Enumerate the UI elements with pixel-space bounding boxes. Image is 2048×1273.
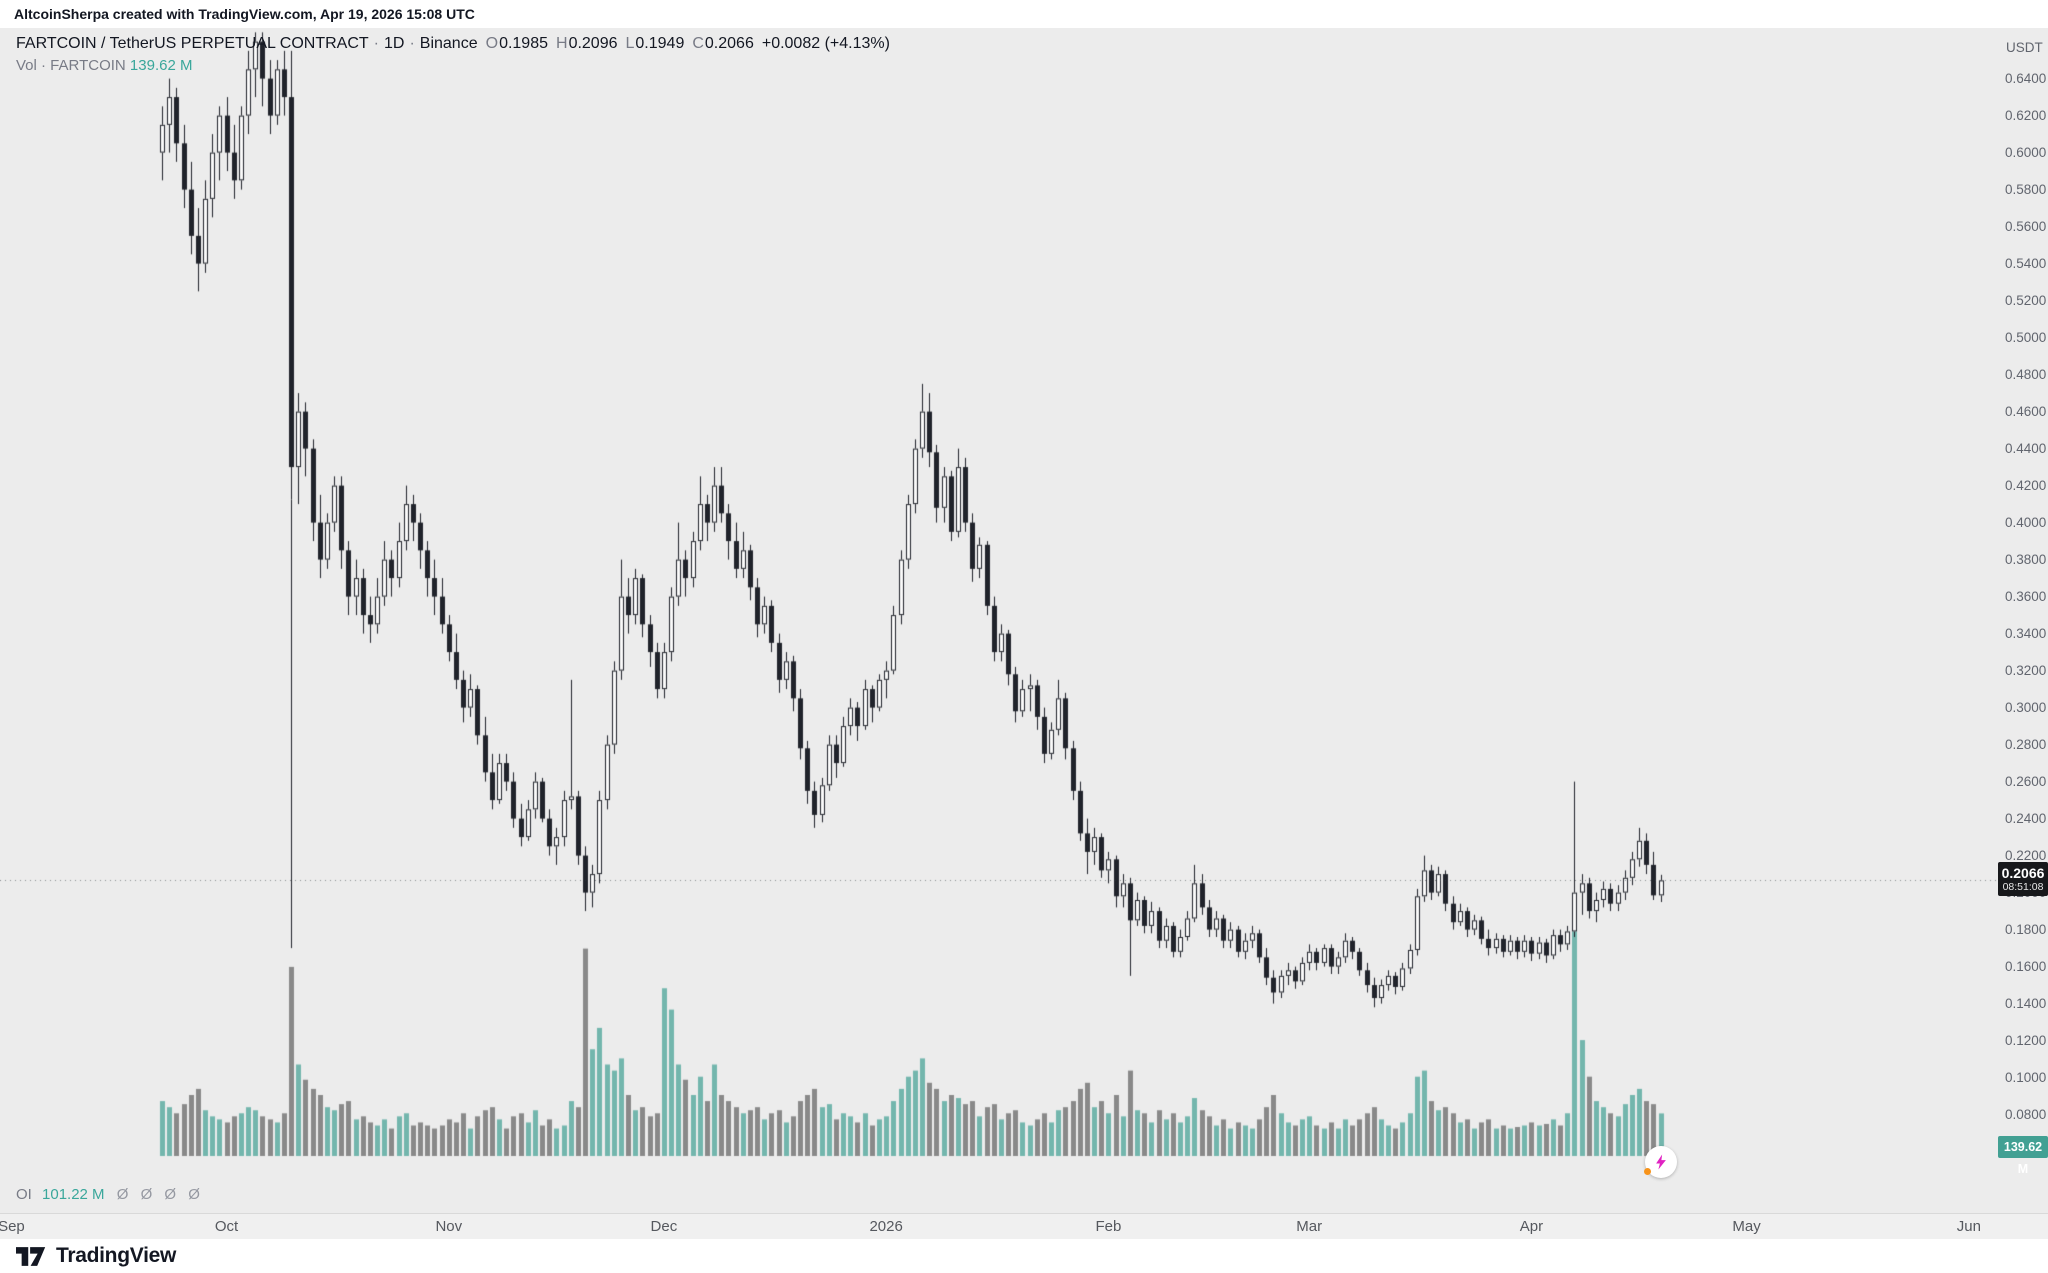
currency-label: USDT <box>2006 40 2043 55</box>
oi-label[interactable]: OI <box>16 1186 32 1203</box>
chart-legend: FARTCOIN / TetherUS PERPETUAL CONTRACT · 1… <box>16 33 890 76</box>
price-tick: 0.4000 <box>2005 514 2047 530</box>
high-pair: H0.2096 <box>556 35 618 52</box>
low-pair: L0.1949 <box>625 35 685 52</box>
price-tick: 0.1600 <box>2005 958 2047 974</box>
interval-label[interactable]: 1D <box>384 35 405 52</box>
close-pair: C0.2066 <box>692 35 754 52</box>
price-tick: 0.3000 <box>2005 699 2047 715</box>
time-axis-month-label: Jun <box>1956 1218 1981 1235</box>
price-tick: 0.1800 <box>2005 921 2047 937</box>
price-tick: 0.4800 <box>2005 366 2047 382</box>
time-axis-month-label: 2026 <box>869 1218 903 1235</box>
price-tick: 0.5000 <box>2005 329 2047 345</box>
symbol-title[interactable]: FARTCOIN / TetherUS PERPETUAL CONTRACT <box>16 35 369 52</box>
price-tick: 0.2200 <box>2005 847 2047 863</box>
volume-legend-row: Vol · FARTCOIN 139.62 M <box>16 56 890 76</box>
time-axis[interactable]: Sep Oct Nov Dec 2026 Feb Mar Apr May Jun <box>0 1213 2048 1239</box>
high-value: 0.2096 <box>568 35 618 52</box>
lightning-bolt-icon <box>1656 1154 1666 1170</box>
price-tick: 0.1000 <box>2005 1069 2047 1085</box>
volume-legend-value: 139.62 M <box>129 57 193 74</box>
price-tick: 0.5400 <box>2005 255 2047 271</box>
price-tick: 0.1400 <box>2005 995 2047 1011</box>
price-tick: 0.6200 <box>2005 107 2047 123</box>
price-tick: 0.5200 <box>2005 292 2047 308</box>
close-value: 0.2066 <box>704 35 754 52</box>
price-tick: 0.2600 <box>2005 773 2047 789</box>
price-tick: 0.0800 <box>2005 1106 2047 1122</box>
chart-area[interactable]: FARTCOIN / TetherUS PERPETUAL CONTRACT · 1… <box>0 28 2048 1213</box>
separator-dot: · <box>409 35 415 52</box>
price-tick: 0.4400 <box>2005 440 2047 456</box>
price-tick: 0.5800 <box>2005 181 2047 197</box>
time-axis-month-label: Mar <box>1296 1218 1323 1235</box>
price-tick: 0.4600 <box>2005 403 2047 419</box>
price-tick: 0.6400 <box>2005 70 2047 86</box>
candlestick-chart-canvas[interactable] <box>0 28 2048 1213</box>
price-tick: 0.6000 <box>2005 144 2047 160</box>
time-axis-month-label: Sep <box>0 1218 25 1235</box>
time-axis-month-label: May <box>1732 1218 1761 1235</box>
price-tick: 0.3400 <box>2005 625 2047 641</box>
flash-icon[interactable] <box>1644 1146 1677 1178</box>
time-axis-month-label: Nov <box>435 1218 463 1235</box>
volume-legend-label[interactable]: Vol · FARTCOIN <box>16 57 126 74</box>
last-price-badge: 0.2066 08:51:08 <box>1998 862 2048 897</box>
open-interest-row: OI 101.22 M Ø Ø Ø Ø <box>16 1186 204 1203</box>
oi-value: 101.22 M <box>42 1186 105 1203</box>
time-axis-month-label: Oct <box>214 1218 239 1235</box>
time-axis-month-label: Apr <box>1519 1218 1544 1235</box>
price-tick: 0.4200 <box>2005 477 2047 493</box>
time-axis-month-label: Dec <box>650 1218 678 1235</box>
separator-dot: · <box>373 35 379 52</box>
footer-bar: TradingView <box>0 1239 2048 1273</box>
notification-dot <box>1644 1168 1651 1175</box>
open-pair: O0.1985 <box>485 35 548 52</box>
price-tick: 0.3600 <box>2005 588 2047 604</box>
price-tick: 0.2800 <box>2005 736 2047 752</box>
price-axis[interactable]: USDT 0.2066 08:51:08 139.62 M 0.6400 0.62… <box>1998 28 2048 1213</box>
price-tick: 0.3200 <box>2005 662 2047 678</box>
oi-placeholders: Ø Ø Ø Ø <box>116 1186 204 1203</box>
attribution-bar: AltcoinSherpa created with TradingView.c… <box>0 0 2048 28</box>
price-tick: 0.2400 <box>2005 810 2047 826</box>
bar-countdown: 08:51:08 <box>2002 881 2044 894</box>
low-value: 0.1949 <box>635 35 685 52</box>
open-value: 0.1985 <box>499 35 548 52</box>
price-tick: 0.5600 <box>2005 218 2047 234</box>
tradingview-brand[interactable]: TradingView <box>56 1244 177 1267</box>
price-tick: 0.3800 <box>2005 551 2047 567</box>
price-tick: 0.1200 <box>2005 1032 2047 1048</box>
change-value: +0.0082 (+4.13%) <box>761 35 890 52</box>
time-axis-month-label: Feb <box>1095 1218 1122 1235</box>
attribution-text: AltcoinSherpa created with TradingView.c… <box>14 6 475 22</box>
tradingview-logo-icon[interactable] <box>16 1246 48 1266</box>
exchange-label: Binance <box>419 35 478 52</box>
volume-axis-badge: 139.62 M <box>1998 1136 2048 1176</box>
last-price-value: 0.2066 <box>2001 865 2045 882</box>
symbol-ohlc-row: FARTCOIN / TetherUS PERPETUAL CONTRACT · 1… <box>16 33 890 55</box>
